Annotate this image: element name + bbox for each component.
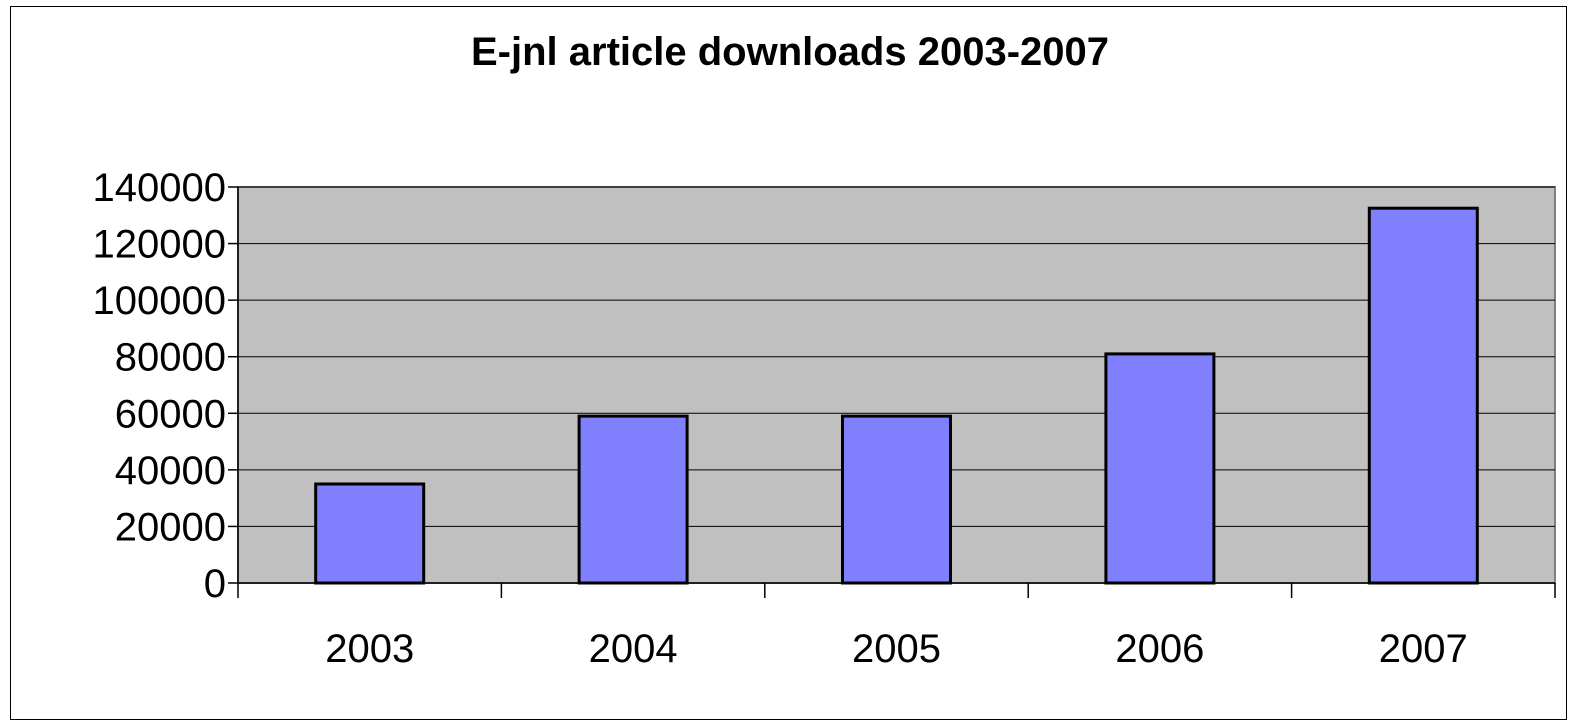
x-tick-label: 2007	[1379, 627, 1468, 671]
y-tick-label: 140000	[93, 166, 226, 210]
bar-2004	[577, 414, 689, 585]
x-tick-label: 2004	[589, 627, 678, 671]
y-tick-label: 40000	[115, 449, 226, 493]
bar-2006	[1104, 352, 1216, 585]
bar-2005	[841, 414, 952, 585]
y-tick-label: 20000	[115, 505, 226, 549]
bar-2007	[1367, 206, 1479, 585]
y-tick-label: 120000	[93, 223, 226, 267]
x-tick-label: 2006	[1115, 627, 1204, 671]
x-tick-label: 2003	[325, 627, 414, 671]
y-tick-label: 80000	[115, 336, 226, 380]
x-tick-label: 2005	[852, 627, 941, 671]
y-tick-label: 0	[204, 562, 226, 606]
y-tick-label: 100000	[93, 279, 226, 323]
chart-title: E-jnl article downloads 2003-2007	[470, 30, 1110, 74]
y-tick-label: 60000	[115, 392, 226, 436]
bar-2003	[314, 482, 426, 585]
